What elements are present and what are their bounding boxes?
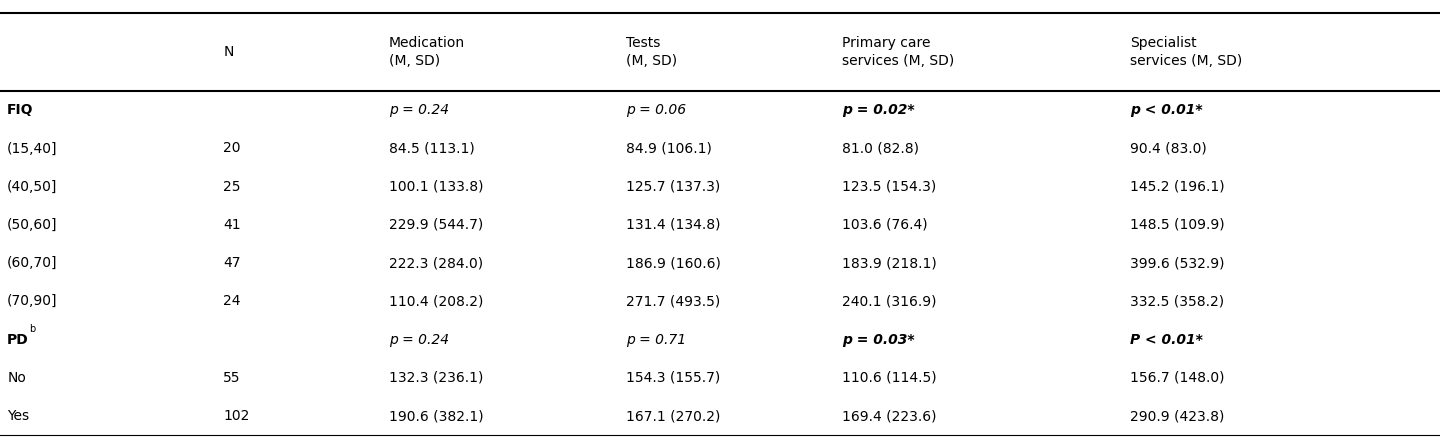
Text: p = 0.71: p = 0.71 [626,333,687,346]
Text: 148.5 (109.9): 148.5 (109.9) [1130,218,1225,232]
Text: 102: 102 [223,409,249,423]
Text: No: No [7,371,26,385]
Text: 183.9 (218.1): 183.9 (218.1) [842,256,937,270]
Text: 47: 47 [223,256,240,270]
Text: 222.3 (284.0): 222.3 (284.0) [389,256,482,270]
Text: 290.9 (423.8): 290.9 (423.8) [1130,409,1225,423]
Text: 110.4 (208.2): 110.4 (208.2) [389,294,484,308]
Text: (60,70]: (60,70] [7,256,58,270]
Text: FIQ: FIQ [7,103,33,117]
Text: 84.5 (113.1): 84.5 (113.1) [389,141,475,155]
Text: 229.9 (544.7): 229.9 (544.7) [389,218,482,232]
Text: 190.6 (382.1): 190.6 (382.1) [389,409,484,423]
Text: p = 0.03*: p = 0.03* [842,333,914,346]
Text: p = 0.24: p = 0.24 [389,103,449,117]
Text: Tests
(M, SD): Tests (M, SD) [626,36,678,68]
Text: p < 0.01*: p < 0.01* [1130,103,1202,117]
Text: 125.7 (137.3): 125.7 (137.3) [626,180,720,194]
Text: Primary care
services (M, SD): Primary care services (M, SD) [842,36,955,68]
Text: p = 0.02*: p = 0.02* [842,103,914,117]
Text: N: N [223,45,233,59]
Text: 145.2 (196.1): 145.2 (196.1) [1130,180,1225,194]
Text: 110.6 (114.5): 110.6 (114.5) [842,371,937,385]
Text: 55: 55 [223,371,240,385]
Text: 24: 24 [223,294,240,308]
Text: 20: 20 [223,141,240,155]
Text: 100.1 (133.8): 100.1 (133.8) [389,180,484,194]
Text: b: b [29,324,35,334]
Text: Yes: Yes [7,409,29,423]
Text: (50,60]: (50,60] [7,218,58,232]
Text: 123.5 (154.3): 123.5 (154.3) [842,180,936,194]
Text: 156.7 (148.0): 156.7 (148.0) [1130,371,1225,385]
Text: Medication
(M, SD): Medication (M, SD) [389,36,465,68]
Text: 25: 25 [223,180,240,194]
Text: 186.9 (160.6): 186.9 (160.6) [626,256,721,270]
Text: 81.0 (82.8): 81.0 (82.8) [842,141,919,155]
Text: 167.1 (270.2): 167.1 (270.2) [626,409,721,423]
Text: 169.4 (223.6): 169.4 (223.6) [842,409,937,423]
Text: 271.7 (493.5): 271.7 (493.5) [626,294,720,308]
Text: 84.9 (106.1): 84.9 (106.1) [626,141,713,155]
Text: (40,50]: (40,50] [7,180,58,194]
Text: 90.4 (83.0): 90.4 (83.0) [1130,141,1207,155]
Text: 399.6 (532.9): 399.6 (532.9) [1130,256,1225,270]
Text: 154.3 (155.7): 154.3 (155.7) [626,371,720,385]
Text: 132.3 (236.1): 132.3 (236.1) [389,371,484,385]
Text: Specialist
services (M, SD): Specialist services (M, SD) [1130,36,1243,68]
Text: 332.5 (358.2): 332.5 (358.2) [1130,294,1224,308]
Text: PD: PD [7,333,29,346]
Text: p = 0.06: p = 0.06 [626,103,687,117]
Text: (15,40]: (15,40] [7,141,58,155]
Text: p = 0.24: p = 0.24 [389,333,449,346]
Text: (70,90]: (70,90] [7,294,58,308]
Text: 41: 41 [223,218,240,232]
Text: 103.6 (76.4): 103.6 (76.4) [842,218,927,232]
Text: 240.1 (316.9): 240.1 (316.9) [842,294,937,308]
Text: P < 0.01*: P < 0.01* [1130,333,1204,346]
Text: 131.4 (134.8): 131.4 (134.8) [626,218,721,232]
